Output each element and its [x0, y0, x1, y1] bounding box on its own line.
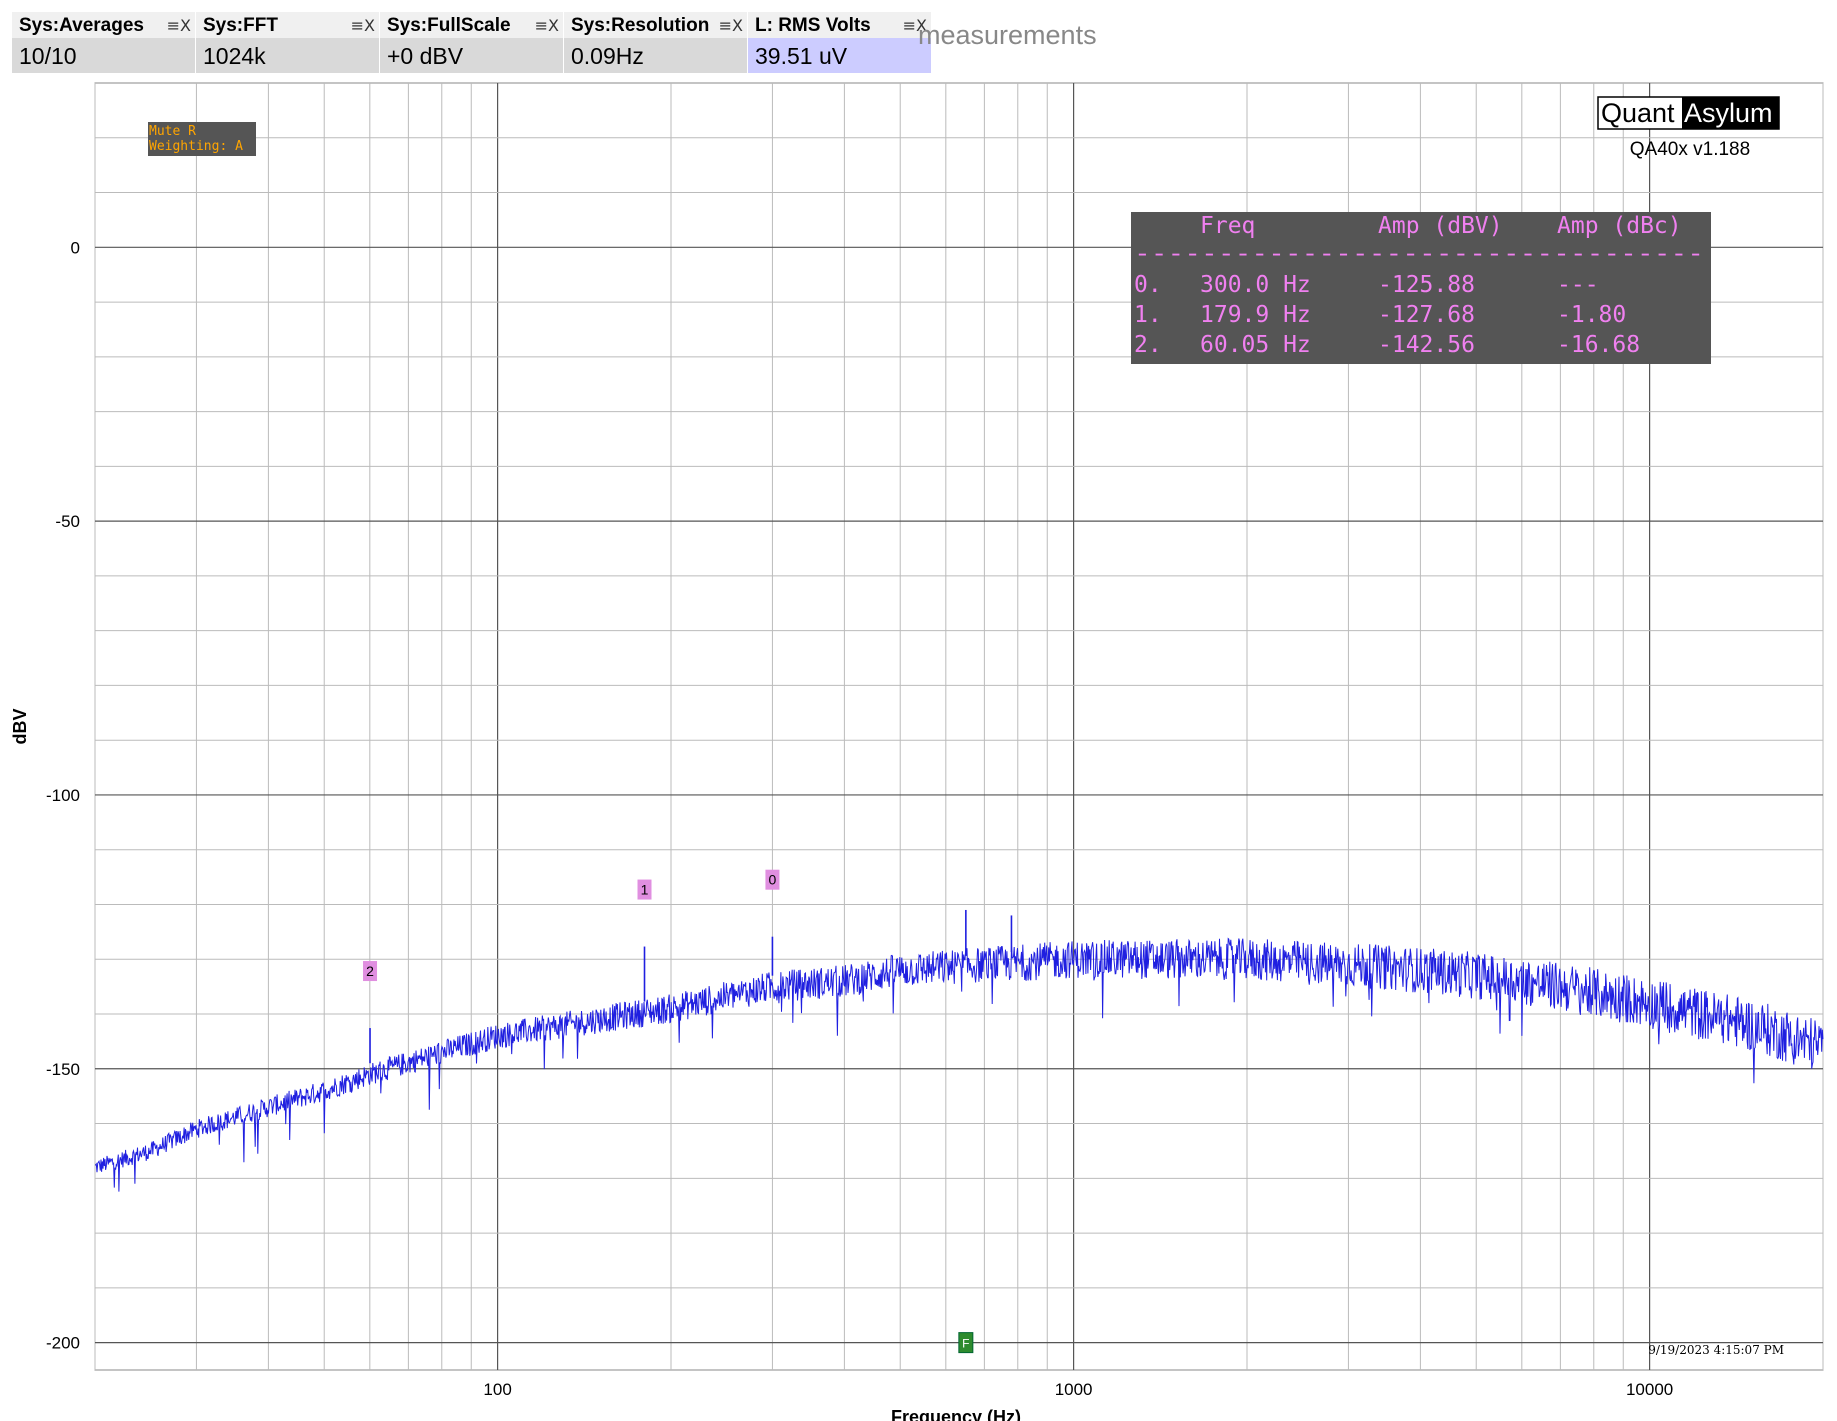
y-tick-label: 0 [71, 238, 80, 257]
meter-value: 39.51 uV [755, 43, 848, 69]
meter-title: L: RMS Volts [755, 15, 871, 36]
meter-panel: Sys:FFT ≡X 1024k [196, 12, 379, 73]
x-axis-label: Frequency (Hz) [891, 1407, 1021, 1421]
peak-table-cell: --- [1557, 272, 1599, 298]
peak-table-box [1131, 212, 1711, 364]
y-tick-label: -150 [46, 1060, 80, 1079]
meter-value-box: 10/10 [12, 38, 195, 73]
peak-table-cell: 2. [1134, 332, 1162, 358]
y-axis-label: dBV [10, 709, 30, 745]
background-measurements-text: measurements [918, 20, 1097, 50]
info-box-line: Mute R [149, 124, 196, 139]
meter-value: 10/10 [19, 43, 77, 69]
meter-value: 1024k [203, 43, 266, 69]
peak-marker-label: 1 [641, 882, 649, 898]
meter-panel: Sys:Resolution ≡X 0.09Hz [564, 12, 747, 73]
meter-value-box: +0 dBV [380, 38, 563, 73]
meter-menu-close-icon[interactable]: ≡X [902, 16, 927, 35]
meter-header: L: RMS Volts ≡X [748, 12, 931, 38]
peak-marker [637, 879, 652, 900]
meter-value: +0 dBV [387, 43, 464, 69]
peak-table-cell: 60.05 Hz [1200, 332, 1311, 358]
y-tick-label: -200 [46, 1334, 80, 1353]
peak-table-cell: -127.68 [1378, 302, 1475, 328]
frequency-flag-label: F [962, 1337, 969, 1351]
meter-header: Sys:FFT ≡X [196, 12, 379, 38]
peak-table-separator: ---------------------------------- [1134, 241, 1704, 267]
meter-title: Sys:Resolution [571, 15, 710, 36]
logo-left-text: Quant [1601, 98, 1675, 128]
meter-title: Sys:FullScale [387, 15, 511, 36]
peak-marker-label: 2 [366, 963, 374, 979]
peak-table-cell: 0. [1134, 272, 1162, 298]
peak-table-cell: -16.68 [1557, 332, 1640, 358]
meter-value-box: 39.51 uV [748, 38, 931, 73]
meter-title: Sys:FFT [203, 15, 278, 36]
x-tick-label: 10000 [1626, 1380, 1673, 1399]
meter-value-box: 0.09Hz [564, 38, 747, 73]
meter-menu-close-icon[interactable]: ≡X [534, 16, 559, 35]
logo-right-text: Asylum [1684, 98, 1773, 128]
meter-value-box: 1024k [196, 38, 379, 73]
peak-table-header: Amp (dBc) [1557, 213, 1682, 239]
meter-menu-close-icon[interactable]: ≡X [718, 16, 743, 35]
meter-header: Sys:FullScale ≡X [380, 12, 563, 38]
meter-title: Sys:Averages [19, 15, 144, 36]
meter-menu-close-icon[interactable]: ≡X [350, 16, 375, 35]
peak-marker-label: 0 [769, 872, 777, 888]
peak-table-cell: 1. [1134, 302, 1162, 328]
x-tick-label: 100 [483, 1380, 511, 1399]
peak-marker [363, 961, 378, 982]
meter-panel: Sys:Averages ≡X 10/10 [12, 12, 195, 73]
meter-value: 0.09Hz [571, 43, 644, 69]
peak-table-cell: 300.0 Hz [1200, 272, 1311, 298]
peak-table-cell: -1.80 [1557, 302, 1626, 328]
peak-table-header: Amp (dBV) [1378, 213, 1503, 239]
y-tick-label: -50 [55, 512, 80, 531]
peak-table-cell: -125.88 [1378, 272, 1475, 298]
meter-header: Sys:Resolution ≡X [564, 12, 747, 38]
y-tick-label: -100 [46, 786, 80, 805]
version-label: QA40x v1.188 [1630, 139, 1750, 160]
peak-marker [765, 869, 780, 890]
x-tick-label: 1000 [1055, 1380, 1093, 1399]
spectrum-trace [94, 937, 1824, 1192]
timestamp: 9/19/2023 4:15:07 PM [1648, 1343, 1784, 1357]
meter-panel: L: RMS Volts ≡X 39.51 uV [748, 12, 931, 73]
info-box-line: Weighting: A [149, 139, 243, 154]
peak-table-cell: -142.56 [1378, 332, 1475, 358]
info-box [148, 122, 256, 156]
peak-table-cell: 179.9 Hz [1200, 302, 1311, 328]
meter-menu-close-icon[interactable]: ≡X [166, 16, 191, 35]
frequency-flag [958, 1332, 974, 1354]
logo-dark-part [1682, 97, 1779, 129]
peak-table-header: Freq [1200, 213, 1255, 239]
meter-panel: Sys:FullScale ≡X +0 dBV [380, 12, 563, 73]
meter-header: Sys:Averages ≡X [12, 12, 195, 38]
